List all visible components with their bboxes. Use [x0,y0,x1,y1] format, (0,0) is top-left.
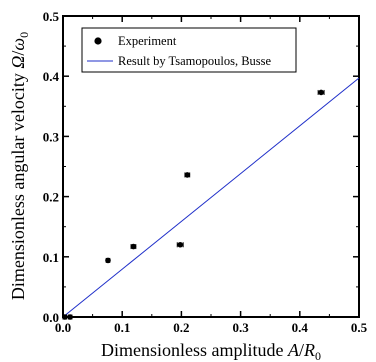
point-marker [184,172,191,178]
experiment-point [317,89,325,96]
x-tick-label: 0.5 [351,320,368,335]
experiment-point [67,314,73,320]
legend-box [81,27,297,73]
experiment-point [61,314,68,320]
model-line-tsamopoulos-busse [62,77,360,318]
x-tick-label: 0.2 [173,320,189,335]
legend-marker-experiment [94,37,102,45]
y-tick-label: 0.4 [43,69,60,84]
point-marker [177,241,184,248]
x-axis-ticks: 0.0 0.1 0.2 0.3 0.4 0.5 [55,16,368,335]
x-tick-label: 0.4 [292,320,309,335]
point-marker [67,314,73,320]
y-tick-label: 0.2 [43,190,59,205]
y-tick-label: 0.0 [43,310,59,325]
experiment-point [176,241,184,248]
x-tick-label: 0.3 [232,320,249,335]
experiment-point [184,172,191,178]
y-axis-ticks: 0.0 0.1 0.2 0.3 0.4 0.5 [43,9,359,325]
x-axis-title: Dimensionless amplitude A/R0 [101,340,321,362]
experiment-points [61,89,325,320]
point-marker [318,89,324,96]
y-tick-label: 0.1 [43,250,59,265]
point-marker [130,243,137,250]
legend-label-tsamopoulos-busse: Result by Tsamopoulos, Busse [118,54,272,68]
x-tick-label: 0.1 [114,320,130,335]
y-tick-label: 0.5 [43,9,60,24]
legend-label-experiment: Experiment [118,34,177,48]
x-tick-label: 0.0 [55,320,71,335]
experiment-point [130,243,137,250]
y-tick-label: 0.3 [43,129,60,144]
legend: Experiment Result by Tsamopoulos, Busse [81,27,297,73]
y-axis-title: Dimensionless angular velocity Ω/ω0 [8,32,31,300]
point-marker [105,257,111,264]
point-marker [61,314,68,320]
experiment-point [105,257,111,264]
